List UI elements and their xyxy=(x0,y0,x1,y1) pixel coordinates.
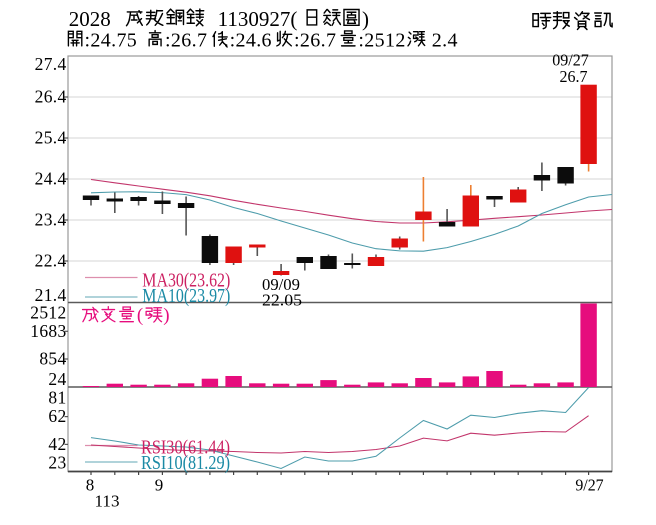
svg-text:113: 113 xyxy=(95,492,120,511)
svg-text:26.7: 26.7 xyxy=(560,67,588,86)
svg-text:27.4: 27.4 xyxy=(35,54,67,74)
svg-text:22.05: 22.05 xyxy=(262,291,302,310)
svg-text:): ) xyxy=(362,7,369,31)
svg-text:2028: 2028 xyxy=(69,7,111,31)
svg-text:81: 81 xyxy=(48,388,66,408)
svg-text:854: 854 xyxy=(39,349,66,369)
svg-text::24.6: :24.6 xyxy=(230,30,272,52)
svg-text:MA10(23.97): MA10(23.97) xyxy=(142,285,230,307)
svg-text:1683: 1683 xyxy=(30,321,66,341)
svg-text:RSI10(81.29): RSI10(81.29) xyxy=(141,452,230,474)
svg-text:24.4: 24.4 xyxy=(35,169,67,189)
svg-text:): ) xyxy=(163,305,169,326)
svg-text:62: 62 xyxy=(48,406,66,426)
svg-text:26.4: 26.4 xyxy=(35,87,67,107)
svg-text:2512: 2512 xyxy=(30,303,66,323)
svg-text:23.4: 23.4 xyxy=(35,210,67,230)
svg-text::24.75: :24.75 xyxy=(85,30,138,52)
svg-text:9: 9 xyxy=(155,476,164,495)
svg-text:24: 24 xyxy=(48,369,66,389)
svg-text:21.4: 21.4 xyxy=(35,285,67,305)
svg-text:(: ( xyxy=(137,305,143,326)
svg-text::26.7: :26.7 xyxy=(294,30,336,52)
svg-text:25.4: 25.4 xyxy=(35,128,67,148)
svg-text:1130927(: 1130927( xyxy=(218,7,298,31)
svg-text:MA30(23.62): MA30(23.62) xyxy=(142,270,230,292)
svg-text:2.4: 2.4 xyxy=(432,30,458,52)
svg-text:23: 23 xyxy=(48,453,66,473)
svg-text:42: 42 xyxy=(48,434,66,454)
svg-text:9/27: 9/27 xyxy=(575,476,603,495)
svg-text:09/09: 09/09 xyxy=(262,275,300,294)
svg-text::26.7: :26.7 xyxy=(165,30,207,52)
svg-text:09/27: 09/27 xyxy=(552,51,589,70)
svg-text:8: 8 xyxy=(86,476,95,495)
svg-text::2512: :2512 xyxy=(358,30,405,52)
svg-text:RSI30(61.44): RSI30(61.44) xyxy=(141,437,230,459)
svg-text:22.4: 22.4 xyxy=(35,251,67,271)
